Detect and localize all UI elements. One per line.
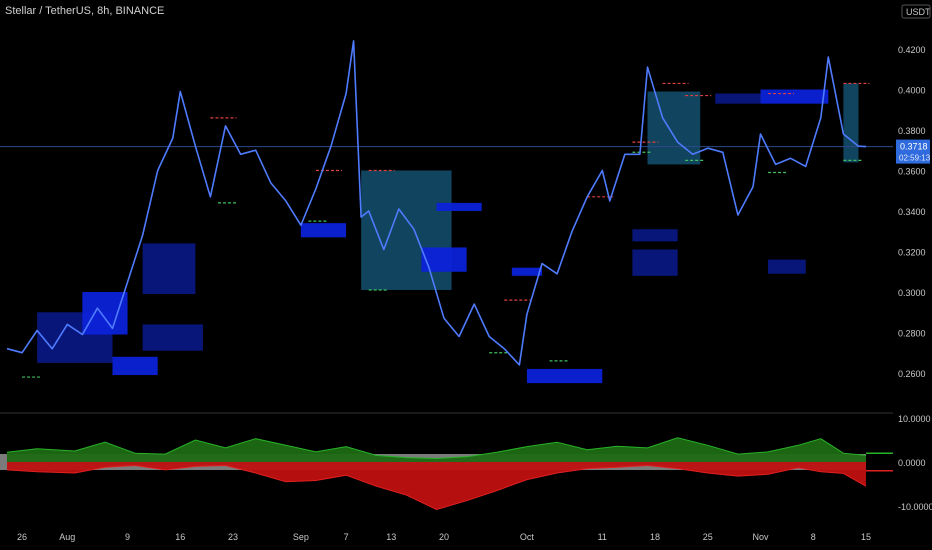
x-tick-label: 9 bbox=[125, 532, 130, 542]
zone-dark bbox=[142, 243, 196, 295]
oscillator-tick-label: -10.0000 bbox=[898, 502, 932, 512]
oscillator-area-red bbox=[7, 462, 866, 510]
last-price-badge bbox=[896, 139, 930, 164]
zone-layer bbox=[37, 83, 859, 384]
x-tick-label: 8 bbox=[811, 532, 816, 542]
zone-bright bbox=[300, 223, 347, 238]
price-tick-label: 0.3400 bbox=[898, 207, 926, 217]
zone-bright bbox=[421, 247, 467, 272]
zone-bright bbox=[760, 89, 829, 104]
zone-dark bbox=[768, 259, 806, 274]
price-tick-label: 0.2800 bbox=[898, 329, 926, 339]
currency-label-box bbox=[901, 4, 931, 19]
x-tick-label: 15 bbox=[861, 532, 871, 542]
x-tick-label: Aug bbox=[59, 532, 75, 542]
oscillator-area-green bbox=[7, 437, 866, 462]
x-tick-label: Sep bbox=[293, 532, 309, 542]
oscillator-tick-label: 0.0000 bbox=[898, 458, 926, 468]
zone-teal bbox=[843, 83, 859, 163]
level-layer bbox=[22, 82, 870, 378]
bar-countdown: 02:59:13 bbox=[899, 154, 931, 163]
x-tick-label: 18 bbox=[650, 532, 660, 542]
zone-dark bbox=[632, 249, 678, 276]
price-tick-label: 0.3000 bbox=[898, 288, 926, 298]
last-price-value: 0.3718 bbox=[900, 142, 928, 152]
zone-dark bbox=[142, 324, 203, 351]
x-tick-label: 25 bbox=[703, 532, 713, 542]
x-tick-label: 11 bbox=[598, 532, 607, 542]
oscillator-tick-label: 10.0000 bbox=[898, 414, 931, 424]
zone-bright bbox=[112, 356, 158, 376]
x-tick-label: Oct bbox=[520, 532, 535, 542]
x-tick-label: 7 bbox=[344, 532, 349, 542]
x-tick-label: Nov bbox=[753, 532, 770, 542]
zone-bright bbox=[511, 267, 542, 276]
axis-layer: 0.4200 0.4000 0.3800 0.3600 0.3400 0.3200 0.30… bbox=[0, 4, 932, 542]
price-tick-label: 0.4200 bbox=[898, 45, 926, 55]
x-tick-label: 23 bbox=[228, 532, 238, 542]
x-tick-label: 13 bbox=[386, 532, 396, 542]
zone-bright bbox=[82, 292, 128, 335]
currency-label: USDT bbox=[906, 7, 931, 17]
price-line bbox=[6, 40, 867, 366]
oscillator-line-green bbox=[6, 437, 867, 460]
price-series-layer bbox=[6, 40, 867, 366]
badge-layer: 0.3718 02:59:13 bbox=[896, 139, 931, 164]
oscillator-layer bbox=[0, 437, 893, 511]
price-tick-label: 0.3200 bbox=[898, 248, 926, 258]
x-tick-label: 20 bbox=[439, 532, 449, 542]
x-tick-label: 26 bbox=[17, 532, 27, 542]
chart-title: Stellar / TetherUS, 8h, BINANCE bbox=[5, 5, 165, 17]
zone-dark bbox=[715, 93, 761, 104]
price-tick-label: 0.4000 bbox=[898, 86, 926, 96]
price-tick-label: 0.3600 bbox=[898, 167, 926, 177]
zone-teal bbox=[361, 170, 452, 290]
zone-bright bbox=[436, 202, 482, 211]
price-tick-label: 0.2600 bbox=[898, 369, 926, 379]
x-tick-label: 16 bbox=[175, 532, 185, 542]
oscillator-line-red bbox=[6, 464, 867, 511]
zone-dark bbox=[632, 229, 678, 242]
zone-bright bbox=[526, 368, 603, 384]
price-tick-label: 0.3800 bbox=[898, 126, 926, 136]
